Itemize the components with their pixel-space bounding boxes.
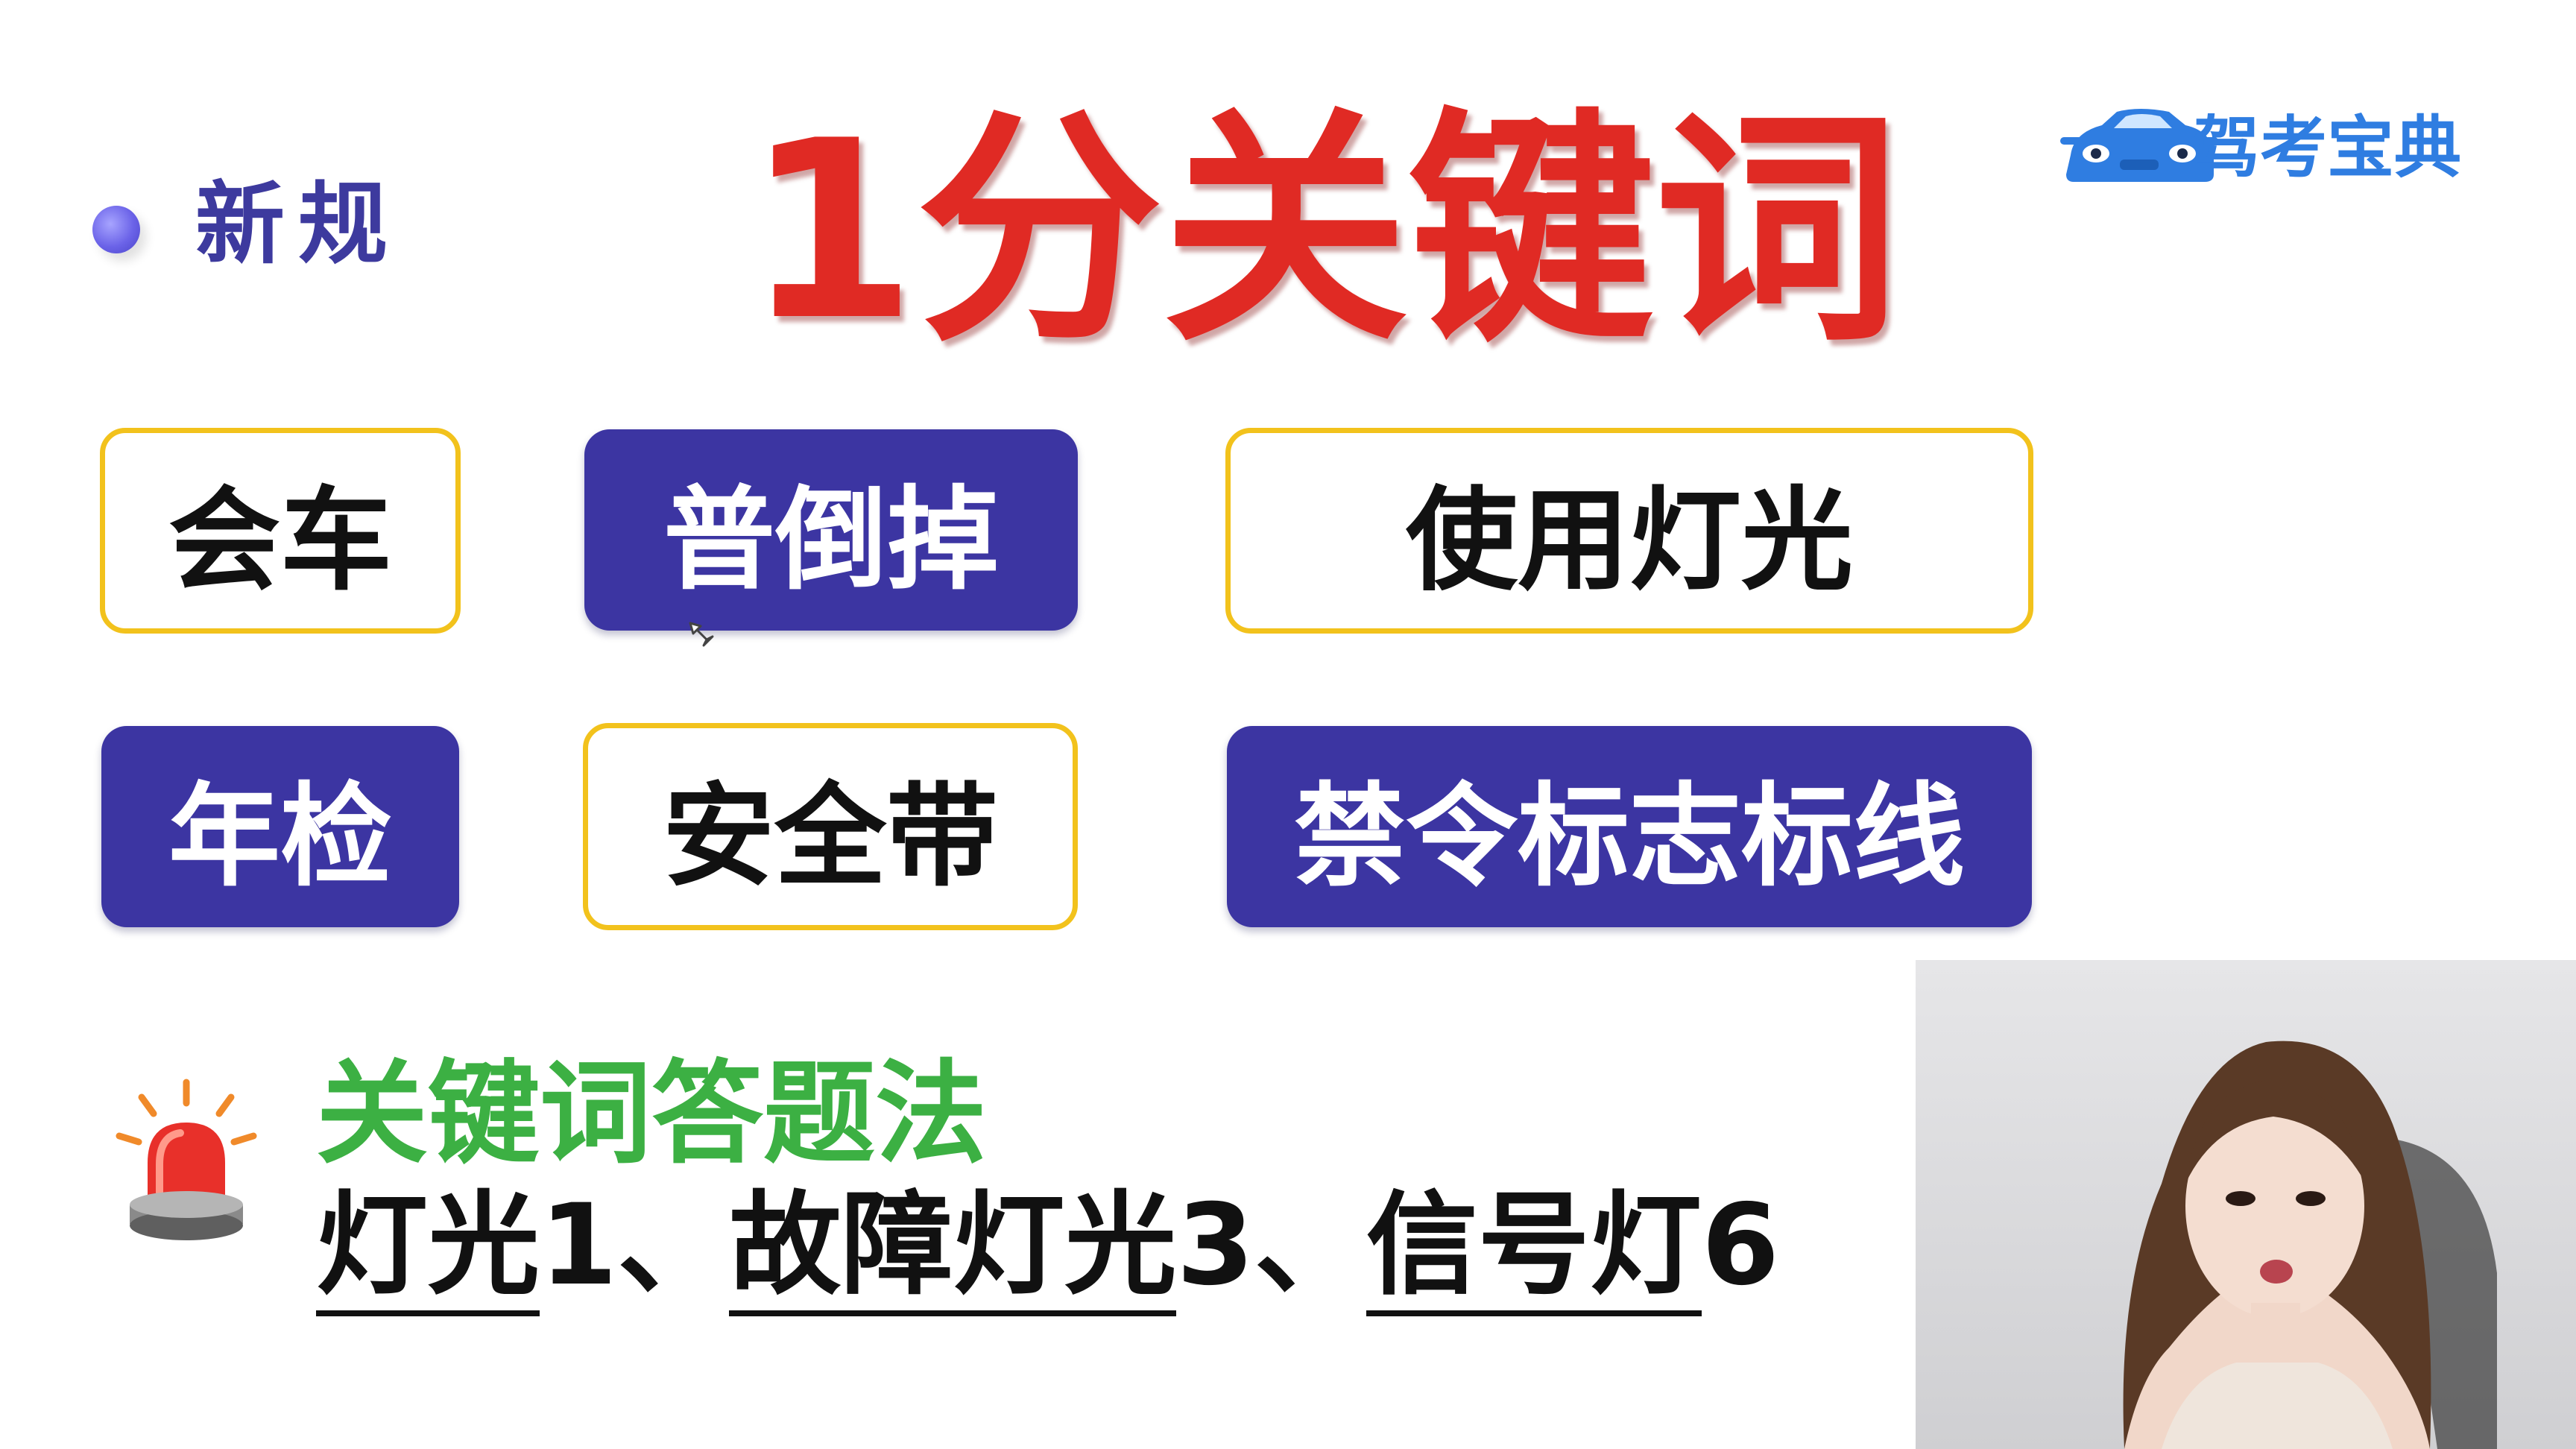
- section-bullet-icon: [92, 206, 140, 253]
- method-score: 3: [1176, 1181, 1254, 1310]
- keyword-box: 会车: [100, 428, 461, 634]
- method-keyword-line: 灯光1、故障灯光3、信号灯6: [316, 1181, 1780, 1316]
- alarm-light-icon: [116, 1079, 257, 1240]
- keyword-box-highlighted: 普倒掉: [584, 429, 1078, 631]
- page-title: 1分关键词: [745, 88, 1901, 374]
- section-tag: 新规: [195, 173, 401, 277]
- presenter-image: [1916, 960, 2576, 1449]
- keyword-box: 使用灯光: [1225, 428, 2033, 634]
- keyword-box-highlighted: 禁令标志标线: [1227, 726, 2032, 927]
- brand-logo-text: 驾考宝典: [2193, 109, 2461, 187]
- separator: 、: [1254, 1181, 1366, 1310]
- car-icon: [2060, 109, 2218, 182]
- keyword-box: 安全带: [583, 723, 1078, 930]
- separator: 、: [617, 1181, 730, 1310]
- keyword-box-highlighted: 年检: [101, 726, 459, 927]
- method-title: 关键词答题法: [316, 1049, 988, 1179]
- method-keyword: 灯光: [316, 1181, 540, 1316]
- method-keyword: 故障灯光: [729, 1181, 1177, 1316]
- presenter-video: [1916, 960, 2576, 1449]
- method-score: 1: [540, 1181, 618, 1310]
- method-score: 6: [1701, 1181, 1780, 1310]
- method-keyword: 信号灯: [1366, 1181, 1702, 1316]
- pen-cursor-icon: [689, 622, 714, 647]
